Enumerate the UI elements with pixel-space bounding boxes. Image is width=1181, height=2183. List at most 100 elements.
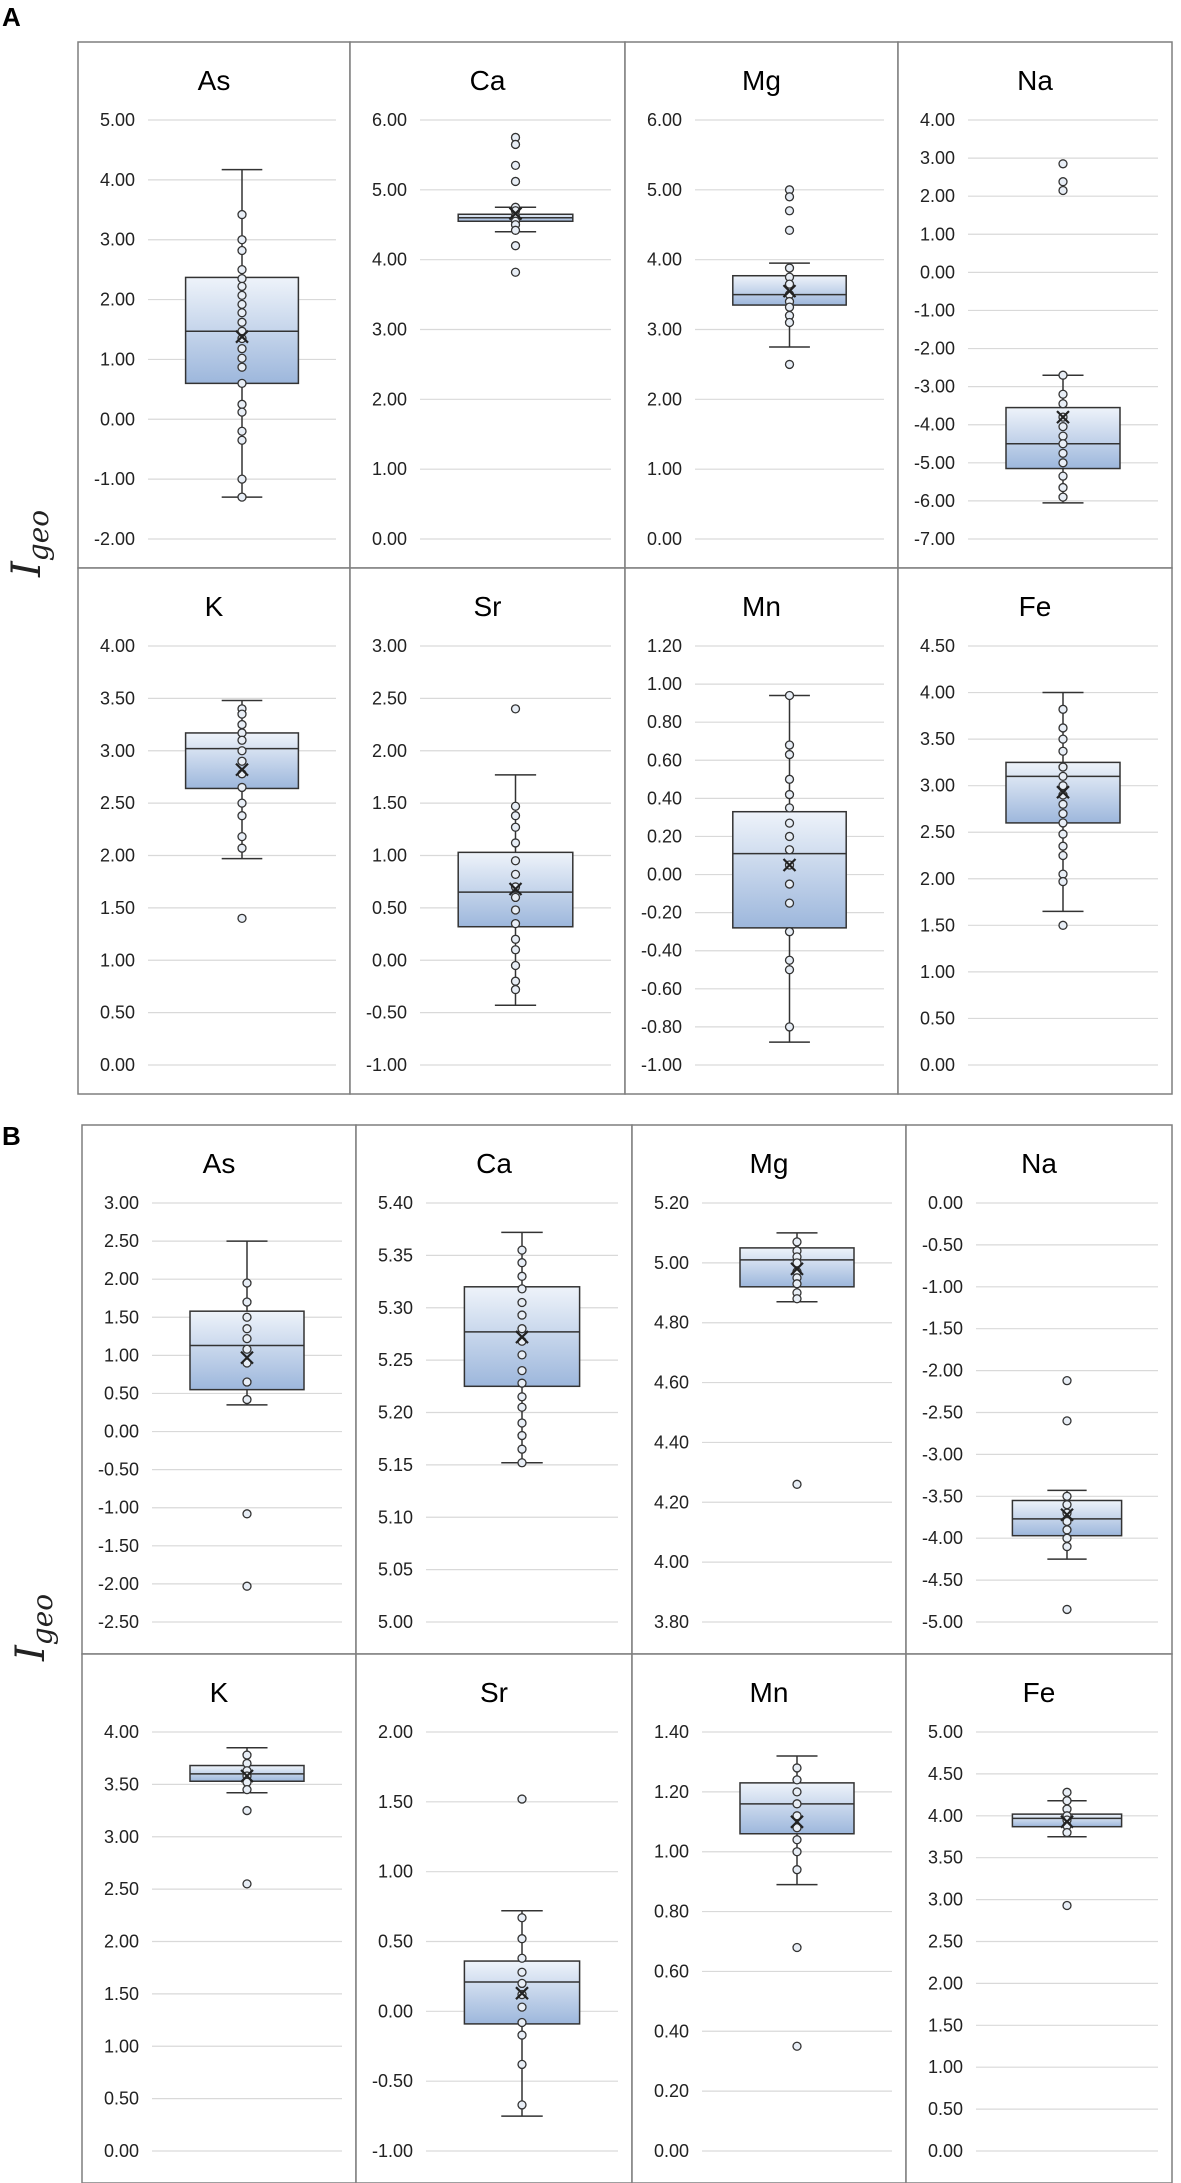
y-tick-label: 0.00: [104, 2141, 139, 2161]
y-tick-label: -0.20: [641, 903, 682, 923]
y-tick-label: 2.50: [104, 1231, 139, 1251]
data-point: [784, 879, 795, 889]
data-point: [237, 426, 247, 436]
data-point: [242, 1344, 252, 1354]
y-tick-label: 4.00: [100, 170, 135, 190]
data-point: [784, 898, 795, 908]
data-point: [1062, 1827, 1072, 1838]
y-tick-label: 1.40: [654, 1722, 689, 1742]
mean-marker: [1056, 785, 1070, 799]
outlier-point: [510, 241, 521, 251]
panel-B: B Igeo As 3.00 2.50 2.00 1.50 1.00 0.50 0.00 -0.50…: [2, 1121, 1173, 2183]
data-point: [237, 811, 247, 821]
data-point: [1058, 704, 1068, 714]
data-point: [237, 756, 247, 766]
mean-marker-stroke: [1056, 785, 1070, 799]
y-tick-label: 3.00: [372, 320, 407, 340]
subplot-frame: [905, 1653, 1173, 2183]
data-point: [784, 1022, 795, 1032]
data-point: [517, 1365, 527, 1376]
data-point: [242, 1394, 252, 1405]
y-tick-label: -2.00: [922, 1361, 963, 1381]
y-tick-label: 5.00: [372, 180, 407, 200]
mean-marker-stroke: [515, 1330, 529, 1344]
y-tick-label: -0.80: [641, 1017, 682, 1037]
subplot-frame: [897, 41, 1173, 569]
y-tick-label: 3.00: [372, 636, 407, 656]
data-point: [242, 1324, 252, 1334]
y-tick-label: 2.00: [647, 389, 682, 409]
mean-marker-stroke: [790, 1262, 804, 1276]
subplot-title: K: [205, 591, 224, 622]
data-point: [1058, 818, 1068, 828]
data-point: [517, 1953, 527, 1963]
mean-marker: [790, 1262, 804, 1276]
outlier-point: [517, 1794, 527, 1804]
y-tick-label: 0.00: [378, 2001, 413, 2021]
y-tick-label: 0.40: [654, 2021, 689, 2041]
data-point: [784, 749, 795, 760]
mean-marker: [240, 1769, 254, 1783]
subplot-title: Ca: [470, 65, 506, 96]
data-point: [237, 719, 247, 730]
data-point: [1058, 829, 1068, 839]
data-point: [510, 892, 521, 903]
y-tick-label: 5.00: [100, 110, 135, 130]
data-point: [517, 1934, 527, 1944]
data-point: [1058, 421, 1068, 432]
y-tick-label: 5.30: [378, 1298, 413, 1318]
subplot-frame: [355, 1653, 633, 2183]
y-tick-label: 5.40: [378, 1193, 413, 1213]
data-point: [1062, 1533, 1072, 1543]
data-point: [510, 882, 521, 892]
y-tick-label: 1.50: [928, 2015, 963, 2035]
data-point: [792, 1847, 802, 1857]
subplot-title: K: [210, 1677, 229, 1708]
data-point: [1062, 1491, 1072, 1501]
data-point: [784, 831, 795, 842]
subplot-ca-a: Ca 6.00 5.00 4.00 3.00 2.00 1.00 0.00: [349, 41, 626, 569]
y-tick-label: 4.00: [104, 1722, 139, 1742]
data-point: [510, 811, 521, 821]
y-tick-label: 3.50: [920, 729, 955, 749]
data-point: [237, 843, 247, 853]
data-point: [1058, 808, 1068, 819]
data-point: [237, 746, 247, 756]
y-tick-label: 1.20: [654, 1782, 689, 1802]
y-tick-label: -3.50: [922, 1486, 963, 1506]
y-tick-label: -2.50: [98, 1612, 139, 1632]
mean-marker-stroke: [240, 1350, 254, 1365]
data-point: [517, 1324, 527, 1334]
data-point: [1058, 492, 1068, 502]
subplot-mg-a: Mg 6.00 5.00 4.00 3.00 2.00 1.00 0.00: [624, 41, 899, 569]
data-point: [1058, 841, 1068, 851]
y-tick-label: 4.00: [654, 1552, 689, 1572]
y-tick-label: 0.50: [104, 2089, 139, 2109]
panel-label: A: [2, 2, 21, 32]
data-point: [792, 1811, 802, 1821]
y-tick-label: 0.50: [378, 1932, 413, 1952]
data-point: [517, 1350, 527, 1360]
y-tick-label: 0.00: [104, 1422, 139, 1442]
data-point: [1058, 399, 1068, 409]
y-tick-label: 4.00: [928, 1806, 963, 1826]
mean-marker: [235, 329, 249, 344]
mean-marker: [782, 284, 797, 298]
subplot-frame: [81, 1653, 357, 2183]
subplot-as-a: As 5.00 4.00 3.00 2.00 1.00 0.00 -1.00 -2.00: [77, 41, 351, 569]
outlier-point: [792, 1479, 802, 1489]
y-tick-label: -0.50: [372, 2071, 413, 2091]
data-point: [517, 1430, 527, 1441]
data-point: [237, 399, 247, 409]
y-tick-label: 2.50: [100, 793, 135, 813]
data-point: [1058, 762, 1068, 772]
subplot-fe-a: Fe 4.50 4.00 3.50 3.00 2.50 2.00 1.50 1.00 0.50 0.…: [897, 567, 1173, 1095]
data-point: [784, 927, 795, 937]
y-tick-label: 0.00: [654, 2141, 689, 2161]
outlier-point: [1058, 177, 1068, 187]
y-tick-label: 5.15: [378, 1455, 413, 1475]
y-axis-label: Igeo: [8, 1594, 59, 1662]
y-tick-label: 2.00: [100, 846, 135, 866]
outlier-point: [242, 1581, 252, 1591]
y-tick-label: -3.00: [922, 1444, 963, 1464]
